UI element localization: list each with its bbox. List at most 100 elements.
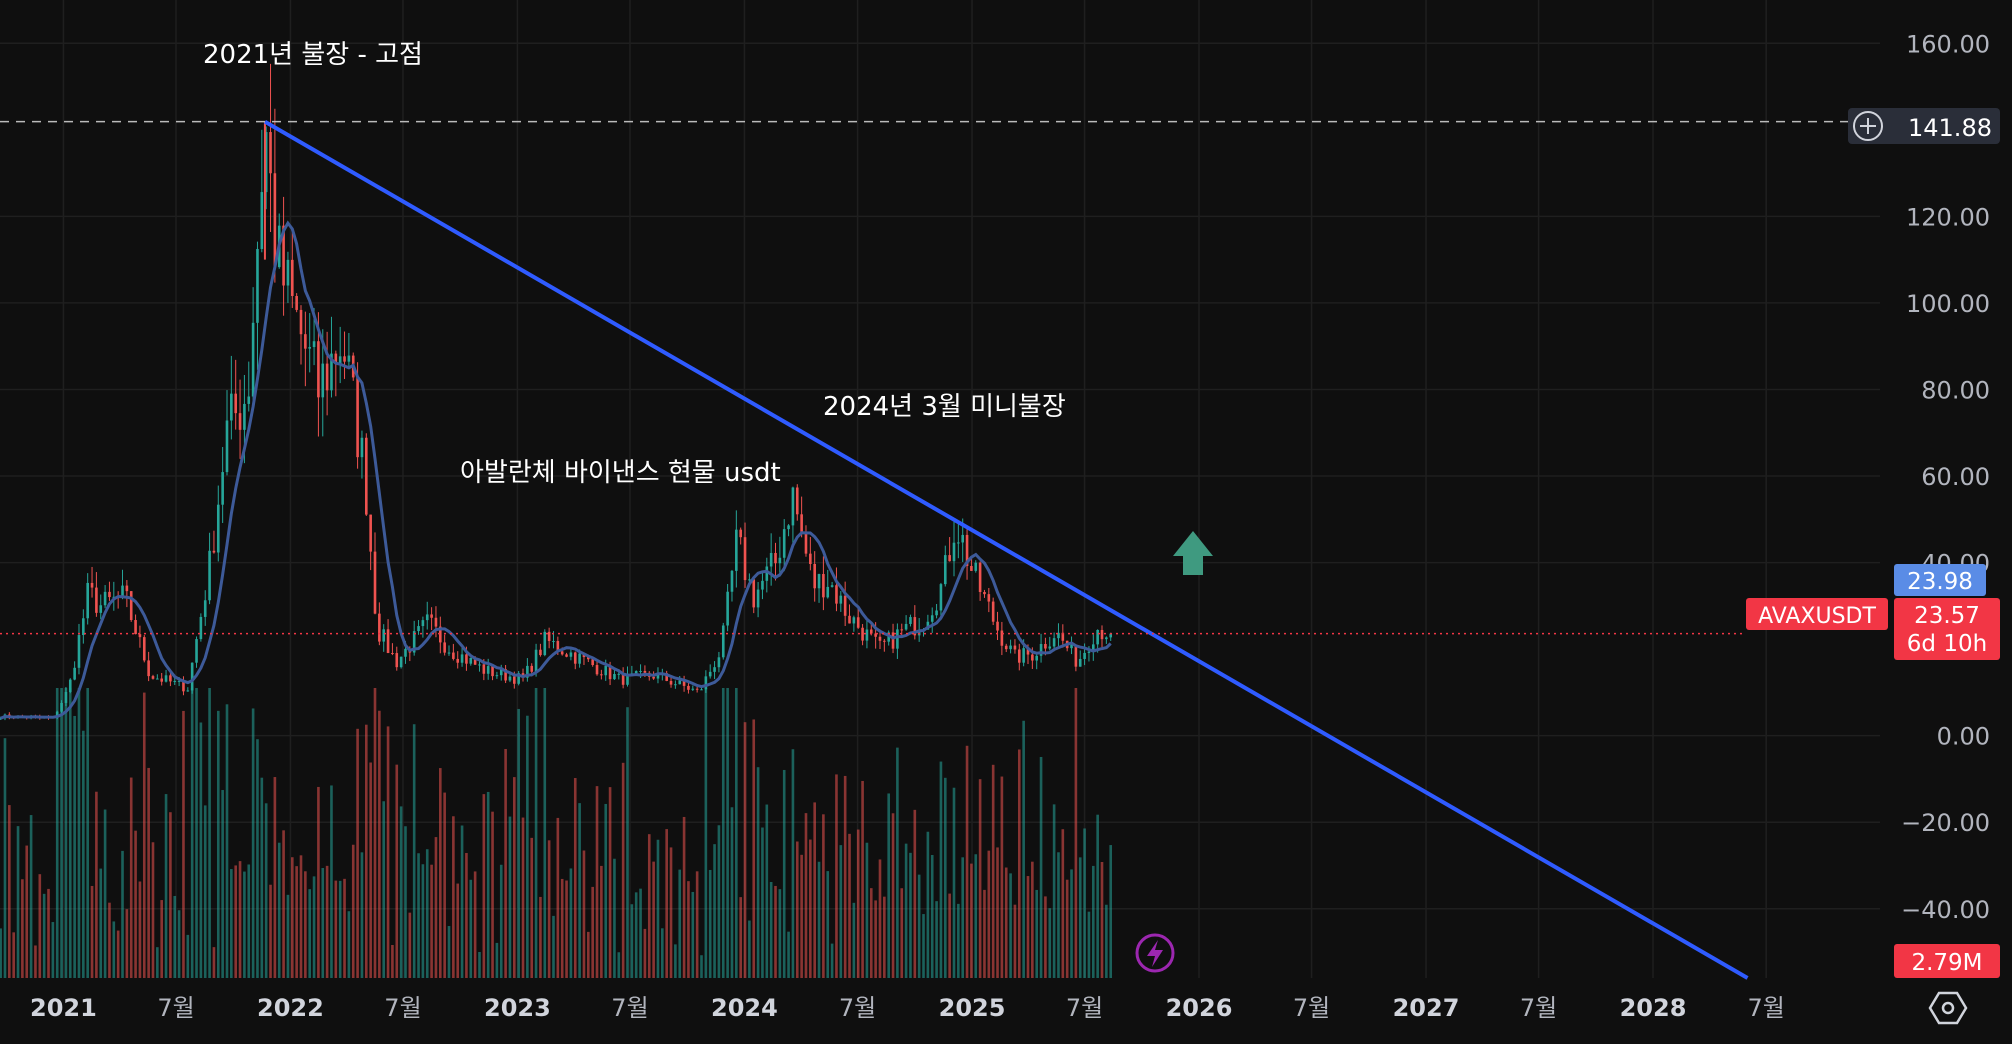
volume-bar [125, 909, 129, 978]
symbol-badge[interactable]: AVAXUSDT [1746, 598, 1888, 630]
volume-bar [112, 921, 116, 978]
volume-bar [582, 850, 586, 978]
candle-body [417, 626, 420, 632]
volume-bar [600, 865, 603, 978]
moving-average-line [0, 220, 1112, 720]
candle-body [438, 626, 442, 643]
volume-bar [534, 688, 538, 978]
candle-body [565, 654, 568, 657]
lightning-icon[interactable] [1135, 933, 1175, 973]
plus-circle-icon[interactable] [1853, 111, 1883, 141]
x-tick-label: 2026 [1166, 994, 1233, 1022]
y-tick-label: 100.00 [1906, 290, 1990, 318]
candle-body [230, 393, 233, 421]
volume-bar [251, 708, 255, 978]
candle-body [421, 620, 425, 627]
candle-body [769, 552, 773, 567]
volume-bar [647, 834, 651, 978]
volume-bar [25, 845, 29, 978]
candle-body [295, 295, 298, 310]
candle-body [177, 680, 181, 682]
candle-body [656, 673, 660, 679]
candle-body [447, 652, 451, 654]
y-axis[interactable]: 160.00120.00100.0080.0060.0040.000.00−20… [1901, 30, 1990, 923]
volume-bar [991, 764, 995, 978]
volume-bar [238, 861, 242, 978]
volume-bar [360, 852, 364, 978]
annotation-title[interactable]: 아발란체 바이낸스 현물 usdt [460, 458, 781, 488]
volume-bar [822, 814, 825, 978]
volume-bar [169, 812, 172, 978]
volume-bar [103, 809, 107, 978]
gear-icon[interactable] [1928, 991, 1968, 1025]
x-tick-label: 2025 [939, 994, 1006, 1022]
volume-bar [312, 876, 316, 978]
volume-bar [826, 871, 830, 978]
volume-bar [173, 895, 177, 978]
volume-bar [1009, 873, 1012, 978]
volume-bar [8, 805, 11, 978]
x-tick-label: 2021 [30, 994, 97, 1022]
candle-body [199, 616, 203, 640]
annotation-2024-mini-bull[interactable]: 2024년 3월 미니불장 [823, 392, 1066, 422]
volume-bar [1065, 879, 1069, 978]
candle-body [1026, 648, 1030, 655]
arrow-up-icon[interactable] [1173, 531, 1213, 575]
candle-body [1100, 630, 1104, 640]
candle-body [539, 649, 542, 656]
volume-bar [926, 831, 930, 978]
volume-bar [965, 745, 969, 978]
candle-body [256, 248, 259, 323]
volume-bar [687, 881, 690, 978]
candle-body [208, 550, 211, 601]
volume-bar [134, 830, 137, 978]
volume-bar [530, 837, 534, 978]
volume-bar [800, 854, 803, 978]
symbol-label: AVAXUSDT [1758, 604, 1876, 629]
candle-body [216, 504, 220, 553]
candle-body [282, 225, 285, 286]
volume-bar [835, 774, 838, 978]
volume-bar [147, 767, 150, 978]
volume-bar [922, 914, 925, 978]
candle-body [273, 173, 277, 268]
volume-bar [761, 827, 764, 978]
volume-bar [700, 955, 703, 978]
candle-body [904, 623, 908, 630]
trendline[interactable] [263, 119, 1749, 980]
candle-body [495, 675, 499, 677]
candle-body [360, 437, 364, 458]
volume-bar [321, 868, 325, 978]
volume-badge: 2.79M [1894, 944, 2000, 978]
volume-bar [42, 893, 46, 978]
candle-body [943, 555, 947, 585]
volume-bar [661, 928, 664, 978]
volume-bar [399, 806, 403, 978]
candle-body [1004, 645, 1008, 650]
candle-body [991, 601, 995, 622]
candle-body [604, 665, 608, 676]
volume-bar [121, 850, 124, 978]
x-axis[interactable]: 2021 7월 2022 7월 2023 7월 2024 7월 2025 7월 2026 7월 2027… [30, 994, 1785, 1022]
candle-body [147, 660, 150, 677]
candle-body [460, 654, 464, 663]
annotation-2021-peak[interactable]: 2021년 불장 - 고점 [203, 40, 423, 70]
candle-body [839, 595, 843, 604]
candle-body [486, 666, 490, 674]
candle-body [721, 625, 725, 658]
candle-body [652, 676, 655, 679]
volume-bar [421, 864, 425, 978]
candle-body [608, 665, 612, 680]
candle-body [1096, 630, 1099, 645]
volume-bar [16, 826, 20, 978]
volume-bar [260, 777, 264, 978]
volume-bar [1100, 861, 1104, 978]
volume-bar [621, 762, 625, 978]
candle-body [286, 259, 290, 286]
candle-body [813, 563, 816, 589]
volume-bar [669, 847, 673, 978]
volume-bar [526, 715, 529, 978]
volume-bar [1078, 857, 1082, 978]
volume-bar [243, 871, 246, 978]
